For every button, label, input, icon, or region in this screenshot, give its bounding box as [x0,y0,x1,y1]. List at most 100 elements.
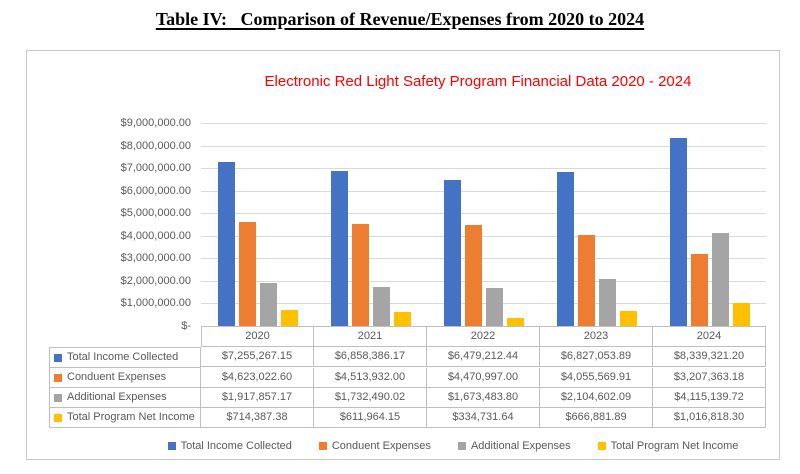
value-cell: $1,732,490.02 [314,388,427,408]
value-cell: $1,016,818.30 [653,408,766,428]
row-label: Total Program Net Income [67,411,195,423]
chart-area: $- $1,000,000.00 $2,000,000.00 $3,000,000.0… [27,117,779,332]
legend-label: Conduent Expenses [331,440,431,452]
gridline [201,190,766,192]
legend-item: Additional Expenses [457,440,571,452]
bar [556,172,574,326]
value-cell: $4,115,139.72 [653,388,766,408]
bar [393,312,411,326]
year-header-cell: 2022 [427,326,540,347]
table-body: Total Income Collected $7,255,267.15 $6,85… [49,347,766,428]
table-header-row: 2020 2021 2022 2023 2024 [49,326,766,347]
gridline [201,213,766,215]
bar [238,221,256,326]
bar-group-2023 [540,123,653,326]
legend-label: Total Program Net Income [610,440,739,452]
row-label: Additional Expenses [67,391,167,403]
table-row: Total Program Net Income $714,387.38 $611,… [49,408,766,428]
bar [464,225,482,326]
value-cell: $334,731.64 [427,408,540,428]
chart-title: Electronic Red Light Safety Program Fina… [264,73,692,90]
gridline [201,258,766,260]
bar [732,303,750,326]
row-label-cell: Total Income Collected [49,347,201,368]
value-cell: $7,255,267.15 [201,347,314,367]
gridline [201,280,766,282]
bar [330,171,348,326]
y-axis-tick-label: $8,000,000.00 [120,139,191,152]
legend-key-icon [54,353,62,362]
gridline [201,168,766,170]
bar [372,286,390,326]
legend-marker-icon [457,442,466,450]
bar [217,162,235,326]
bar [690,253,708,326]
value-cell: $4,623,022.60 [201,368,314,388]
table-row: Additional Expenses $1,917,857.17 $1,732,4… [49,388,766,408]
plot-area [201,123,766,326]
row-label-cell: Conduent Expenses [49,368,201,388]
value-cell: $3,207,363.18 [653,368,766,388]
value-cell: $4,055,569.91 [540,368,653,388]
row-label: Conduent Expenses [67,371,167,383]
value-cell: $611,964.15 [314,408,427,428]
y-axis-tick-label: $9,000,000.00 [120,117,191,129]
bar [443,179,461,326]
value-cell: $8,339,321.20 [653,347,766,367]
table-row: Total Income Collected $7,255,267.15 $6,85… [49,347,766,368]
legend-key-icon [54,393,62,402]
bar [351,224,369,326]
y-axis: $- $1,000,000.00 $2,000,000.00 $3,000,000.0… [27,117,191,332]
bar [598,278,616,326]
year-header-cell: 2024 [653,326,766,347]
row-label-cell: Additional Expenses [49,388,201,408]
bar [711,233,729,326]
bar-group-2021 [314,123,427,326]
gridline [201,235,766,237]
bar [485,288,503,326]
value-cell: $4,513,932.00 [314,368,427,388]
bar-group-2022 [427,123,540,326]
chart-legend: Total Income Collected Conduent Expenses A… [127,440,779,452]
year-header-cell: 2020 [201,326,314,347]
legend-key-icon [54,413,62,422]
legend-marker-icon [597,442,606,450]
y-axis-tick-label: $1,000,000.00 [120,297,191,310]
legend-label: Additional Expenses [470,440,571,452]
value-cell: $4,470,997.00 [427,368,540,388]
value-cell: $6,827,053.89 [540,347,653,367]
value-cell: $6,479,212.44 [427,347,540,367]
bar-group-2024 [653,123,766,326]
bar [506,318,524,326]
data-table: 2020 2021 2022 2023 2024 Total Income Collec… [49,326,766,428]
gridline [201,123,766,124]
row-label-cell: Total Program Net Income [49,408,201,428]
legend-marker-icon [167,442,176,450]
table-corner-cell [49,326,201,345]
bar [577,234,595,326]
legend-marker-icon [318,442,327,450]
gridline [201,303,766,305]
value-cell: $666,881.89 [540,408,653,428]
y-axis-tick-label: $- [181,320,191,332]
page-title: Table IV: Comparison of Revenue/Expenses… [0,9,800,30]
value-cell: $1,917,857.17 [201,388,314,408]
bar [619,310,637,326]
row-label: Total Income Collected [67,351,179,363]
y-axis-tick-label: $2,000,000.00 [120,274,191,287]
legend-label: Total Income Collected [180,440,292,452]
y-axis-tick-label: $4,000,000.00 [120,229,191,242]
value-cell: $2,104,602.09 [540,388,653,408]
legend-item: Total Income Collected [167,440,292,452]
bar-group-2020 [201,123,314,326]
legend-item: Conduent Expenses [318,440,431,452]
value-cell: $714,387.38 [201,408,314,428]
bar [280,309,298,326]
bar [259,282,277,326]
y-axis-tick-label: $5,000,000.00 [120,207,191,220]
chart-container: Electronic Red Light Safety Program Fina… [26,50,780,460]
bar-groups [201,123,766,326]
value-cell: $1,673,483.80 [427,388,540,408]
bar [669,137,687,326]
